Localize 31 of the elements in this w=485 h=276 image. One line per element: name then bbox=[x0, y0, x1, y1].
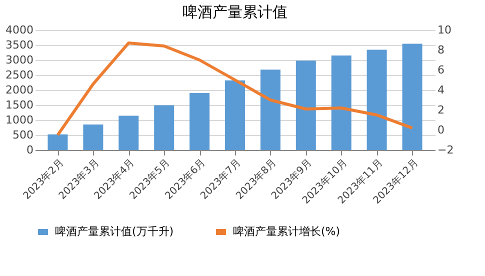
line-series bbox=[56, 42, 414, 136]
y2-tick-label: 8 bbox=[438, 44, 444, 56]
y2-tick-label: 0 bbox=[438, 124, 444, 136]
y-tick-label: 3500 bbox=[6, 38, 34, 52]
y-tick-label: 3000 bbox=[6, 54, 34, 66]
bar bbox=[190, 93, 210, 150]
bar bbox=[366, 50, 387, 150]
y2-tick-label: 4 bbox=[438, 84, 444, 96]
legend-label: 啤酒产量累计值(万千升) bbox=[55, 225, 174, 238]
bar bbox=[225, 80, 245, 150]
chart-title: 啤酒产量累计值 bbox=[182, 3, 288, 21]
y2-tick-label: 2 bbox=[438, 104, 444, 116]
bar bbox=[331, 56, 352, 150]
y-tick-label: 0 bbox=[26, 144, 34, 156]
legend-label: 啤酒产量累计增长(%) bbox=[233, 225, 340, 238]
y-tick-label: 2000 bbox=[6, 84, 34, 96]
bar bbox=[48, 134, 68, 150]
y-tick-label: 1000 bbox=[6, 114, 34, 126]
y-tick-label: 500 bbox=[12, 128, 34, 142]
y-tick-label: 1500 bbox=[6, 98, 34, 112]
bar bbox=[402, 44, 422, 150]
y2-tick-label: 10 bbox=[438, 24, 452, 36]
bar bbox=[296, 60, 316, 150]
y-tick-label: 2500 bbox=[6, 68, 34, 82]
y2-tick-label: 6 bbox=[438, 64, 444, 76]
bar bbox=[154, 105, 174, 150]
bar bbox=[83, 124, 104, 150]
y2-tick-label: −2 bbox=[438, 144, 454, 156]
bar bbox=[260, 70, 280, 150]
y-tick-label: 4000 bbox=[6, 24, 34, 36]
bar bbox=[118, 116, 139, 150]
